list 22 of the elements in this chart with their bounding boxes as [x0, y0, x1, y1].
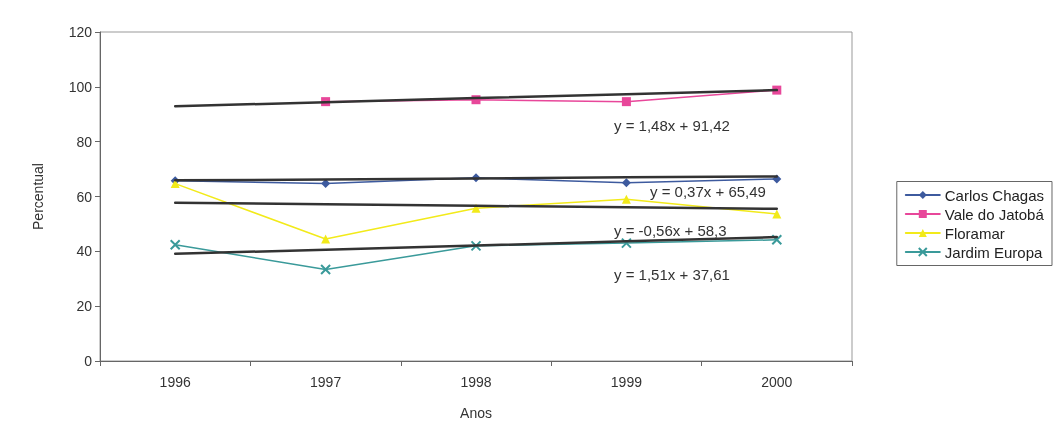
x-tick-label: 1999	[610, 374, 643, 390]
y-tick-label: 80	[76, 133, 93, 150]
y-tick-label: 20	[76, 298, 93, 315]
y-tick-label: 60	[76, 188, 93, 205]
y-tick-label: 0	[84, 353, 93, 369]
x-tick-label: 1997	[310, 374, 342, 390]
legend-label: Floramar	[944, 224, 1005, 242]
y-tick-label: 120	[68, 24, 93, 40]
annotation: y = 0,37x + 65,49	[650, 183, 766, 200]
annotation: y = 1,51x + 37,61	[614, 266, 730, 283]
annotation: y = -0,56x + 58,3	[614, 222, 727, 239]
annotation: y = 1,48x + 91,42	[614, 117, 730, 134]
y-axis-title: Percentual	[30, 163, 46, 230]
legend-label: Jardim Europa	[944, 243, 1043, 261]
y-tick-label: 40	[76, 243, 93, 260]
x-tick-label: 1996	[159, 374, 191, 390]
legend-label: Vale do Jatobá	[944, 205, 1045, 223]
x-tick-label: 2000	[761, 374, 793, 390]
x-tick-label: 1998	[460, 374, 492, 390]
x-axis-title: Anos	[460, 405, 492, 421]
legend-label: Carlos Chagas	[944, 186, 1044, 204]
y-tick-label: 100	[68, 78, 93, 95]
